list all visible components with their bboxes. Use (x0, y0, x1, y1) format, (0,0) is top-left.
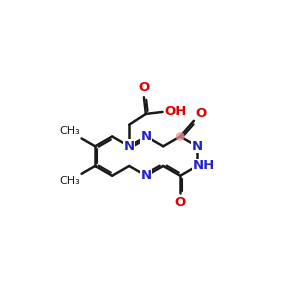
Text: O: O (138, 81, 149, 94)
Text: CH₃: CH₃ (60, 126, 80, 136)
Text: O: O (196, 106, 207, 120)
Text: N: N (192, 140, 203, 153)
Text: OH: OH (165, 105, 187, 119)
Ellipse shape (176, 132, 184, 141)
Text: N: N (141, 169, 152, 182)
Text: N: N (124, 140, 135, 153)
Text: N: N (141, 130, 152, 143)
Text: CH₃: CH₃ (60, 176, 80, 186)
Text: NH: NH (193, 159, 215, 172)
Text: O: O (175, 196, 186, 209)
Ellipse shape (195, 161, 213, 171)
